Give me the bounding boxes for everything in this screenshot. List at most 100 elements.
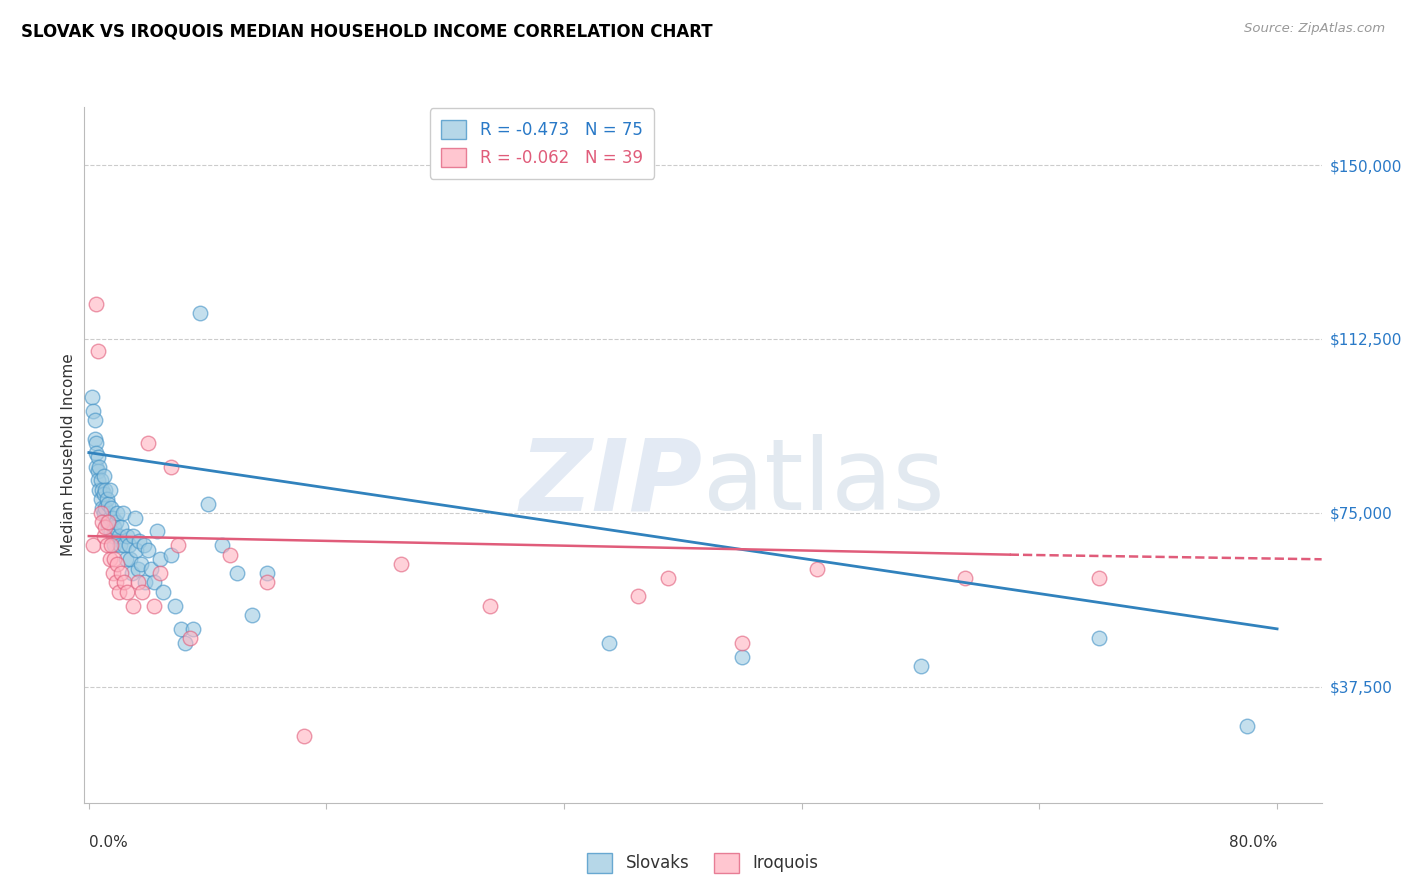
Point <box>657 571 679 585</box>
Point <box>174 636 197 650</box>
Point <box>256 575 278 590</box>
Point <box>108 538 131 552</box>
Point <box>136 436 159 450</box>
Point <box>103 538 125 552</box>
Point <box>84 445 107 459</box>
Point <box>98 483 121 497</box>
Point <box>84 459 107 474</box>
Point <box>101 529 124 543</box>
Point <box>84 436 107 450</box>
Point <box>127 561 149 575</box>
Text: 80.0%: 80.0% <box>1229 835 1277 850</box>
Point <box>103 520 125 534</box>
Point <box>91 483 114 497</box>
Point <box>107 584 129 599</box>
Point <box>82 538 104 552</box>
Point <box>107 529 129 543</box>
Point <box>240 607 263 622</box>
Point <box>87 343 110 358</box>
Point <box>149 566 172 581</box>
Point <box>125 543 148 558</box>
Point <box>211 538 233 552</box>
Point <box>806 561 828 575</box>
Point <box>87 450 110 465</box>
Point <box>103 552 125 566</box>
Point <box>159 459 181 474</box>
Point <box>84 297 107 311</box>
Point <box>96 491 118 506</box>
Point <box>170 622 193 636</box>
Point <box>83 413 105 427</box>
Point <box>100 501 122 516</box>
Point <box>115 552 138 566</box>
Point <box>226 566 249 581</box>
Text: 0.0%: 0.0% <box>89 835 128 850</box>
Point <box>101 510 124 524</box>
Point <box>181 622 204 636</box>
Point <box>132 538 155 552</box>
Point <box>87 474 110 488</box>
Legend: Slovaks, Iroquois: Slovaks, Iroquois <box>581 847 825 880</box>
Point <box>87 464 110 478</box>
Point <box>134 575 156 590</box>
Point <box>98 510 121 524</box>
Point <box>292 729 315 743</box>
Point <box>80 390 103 404</box>
Point <box>96 538 118 552</box>
Point <box>83 432 105 446</box>
Point <box>136 543 159 558</box>
Point <box>118 538 141 552</box>
Point <box>120 552 142 566</box>
Point <box>122 529 145 543</box>
Point <box>111 506 134 520</box>
Point <box>82 404 104 418</box>
Point <box>97 520 120 534</box>
Point <box>122 599 145 613</box>
Point <box>128 533 150 548</box>
Point <box>89 483 111 497</box>
Point <box>179 631 201 645</box>
Point <box>105 506 128 520</box>
Legend: R = -0.473   N = 75, R = -0.062   N = 39: R = -0.473 N = 75, R = -0.062 N = 39 <box>430 109 654 178</box>
Point <box>146 524 169 539</box>
Point <box>953 571 976 585</box>
Point <box>124 510 146 524</box>
Point <box>90 491 112 506</box>
Text: SLOVAK VS IROQUOIS MEDIAN HOUSEHOLD INCOME CORRELATION CHART: SLOVAK VS IROQUOIS MEDIAN HOUSEHOLD INCO… <box>21 22 713 40</box>
Point <box>97 515 120 529</box>
Point <box>159 548 181 562</box>
Point <box>93 487 115 501</box>
Point <box>256 566 278 581</box>
Point <box>104 575 127 590</box>
Point <box>117 529 139 543</box>
Point <box>110 566 132 581</box>
Point <box>143 599 166 613</box>
Point <box>93 468 115 483</box>
Point <box>110 520 132 534</box>
Point <box>627 590 650 604</box>
Point <box>105 557 128 571</box>
Point <box>143 575 166 590</box>
Point <box>121 566 143 581</box>
Point <box>97 497 120 511</box>
Point <box>90 474 112 488</box>
Point <box>910 659 932 673</box>
Point <box>197 497 219 511</box>
Point <box>91 501 114 516</box>
Point <box>96 515 118 529</box>
Text: atlas: atlas <box>703 434 945 532</box>
Point <box>94 483 117 497</box>
Point <box>152 584 174 599</box>
Point <box>149 552 172 566</box>
Point <box>1088 571 1111 585</box>
Point <box>100 538 122 552</box>
Point <box>90 506 112 520</box>
Point <box>188 306 211 320</box>
Point <box>91 515 114 529</box>
Point <box>93 529 115 543</box>
Y-axis label: Median Household Income: Median Household Income <box>60 353 76 557</box>
Point <box>98 552 121 566</box>
Point <box>127 575 149 590</box>
Point <box>101 566 124 581</box>
Point <box>731 649 754 664</box>
